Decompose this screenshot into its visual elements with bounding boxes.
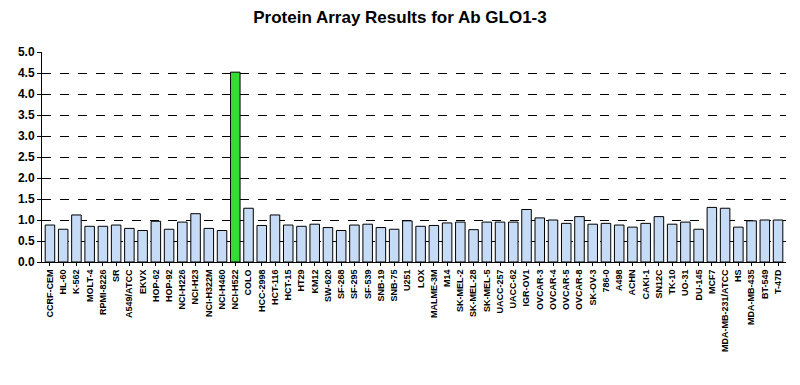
svg-text:HOP-62: HOP-62 [151, 270, 161, 303]
svg-text:1.0: 1.0 [18, 213, 35, 227]
svg-text:0.5: 0.5 [18, 234, 35, 248]
svg-text:OVCAR-8: OVCAR-8 [574, 270, 584, 311]
svg-text:NCI-H226: NCI-H226 [177, 270, 187, 310]
svg-text:Protein Array Results for Ab G: Protein Array Results for Ab GLO1-3 [253, 8, 546, 27]
svg-text:IGR-OV1: IGR-OV1 [521, 270, 531, 307]
svg-text:SW-620: SW-620 [323, 270, 333, 302]
svg-text:OVCAR-4: OVCAR-4 [548, 270, 558, 311]
svg-text:MALME-3M: MALME-3M [429, 270, 439, 319]
svg-text:M14: M14 [442, 270, 452, 288]
svg-text:UO-31: UO-31 [680, 270, 690, 297]
svg-text:KM12: KM12 [310, 270, 320, 294]
svg-text:K-562: K-562 [71, 270, 81, 295]
svg-text:MDA-MB-231/ATCC: MDA-MB-231/ATCC [720, 269, 730, 352]
svg-text:HL-60: HL-60 [58, 270, 68, 295]
svg-text:SNB-19: SNB-19 [376, 270, 386, 302]
svg-text:SF-268: SF-268 [336, 270, 346, 300]
svg-text:3.0: 3.0 [18, 129, 35, 143]
svg-text:5.0: 5.0 [18, 45, 35, 59]
svg-text:786-0: 786-0 [601, 270, 611, 293]
svg-text:HS: HS [733, 270, 743, 283]
svg-text:NCI-H23: NCI-H23 [190, 270, 200, 305]
svg-text:CAKI-1: CAKI-1 [641, 270, 651, 300]
svg-text:TK-10: TK-10 [667, 270, 677, 295]
svg-text:BT-549: BT-549 [760, 270, 770, 300]
svg-text:HCC-2998: HCC-2998 [257, 270, 267, 313]
svg-text:A549/ATCC: A549/ATCC [124, 269, 134, 318]
svg-text:NCI-H322M: NCI-H322M [204, 270, 214, 318]
svg-text:A498: A498 [614, 270, 624, 292]
svg-text:CCRF-CEM: CCRF-CEM [45, 270, 55, 318]
svg-text:EKVX: EKVX [138, 270, 148, 295]
svg-text:UACC-257: UACC-257 [495, 270, 505, 314]
svg-text:LOX: LOX [416, 270, 426, 289]
svg-text:COLO: COLO [243, 270, 253, 296]
svg-text:OVCAR-5: OVCAR-5 [561, 270, 571, 311]
svg-text:NCI-H460: NCI-H460 [217, 270, 227, 310]
svg-text:T-47D: T-47D [773, 269, 783, 294]
svg-text:DU-145: DU-145 [694, 270, 704, 301]
svg-text:3.5: 3.5 [18, 108, 35, 122]
svg-text:4.0: 4.0 [18, 87, 35, 101]
svg-text:UACC-62: UACC-62 [508, 270, 518, 309]
svg-text:MCF7: MCF7 [707, 270, 717, 295]
svg-text:MOLT-4: MOLT-4 [85, 270, 95, 302]
svg-text:OVCAR-3: OVCAR-3 [535, 270, 545, 311]
svg-text:MDA-MB-435: MDA-MB-435 [747, 270, 757, 326]
svg-text:SK-MEL-2: SK-MEL-2 [455, 270, 465, 313]
svg-text:NCI-H522: NCI-H522 [230, 270, 240, 310]
svg-text:1.5: 1.5 [18, 192, 35, 206]
svg-text:ACHN: ACHN [627, 270, 637, 296]
svg-text:SN12C: SN12C [654, 269, 664, 299]
svg-text:SNB-75: SNB-75 [389, 270, 399, 302]
svg-text:HOP-92: HOP-92 [164, 270, 174, 303]
svg-text:SK-MEL-5: SK-MEL-5 [482, 270, 492, 313]
svg-text:SK-OV-3: SK-OV-3 [588, 270, 598, 306]
svg-text:0.0: 0.0 [18, 255, 35, 269]
svg-text:2.5: 2.5 [18, 150, 35, 164]
svg-text:RPMI-8226: RPMI-8226 [98, 270, 108, 316]
svg-text:SR: SR [111, 269, 121, 282]
svg-text:SK-MEL-28: SK-MEL-28 [468, 270, 478, 318]
svg-text:SF-539: SF-539 [363, 270, 373, 300]
svg-text:SF-295: SF-295 [349, 270, 359, 300]
svg-text:HCT-116: HCT-116 [270, 270, 280, 306]
svg-text:HT29: HT29 [296, 270, 306, 292]
svg-text:2.0: 2.0 [18, 171, 35, 185]
svg-text:HCT-15: HCT-15 [283, 270, 293, 301]
svg-text:4.5: 4.5 [18, 66, 35, 80]
svg-text:U251: U251 [402, 270, 412, 292]
